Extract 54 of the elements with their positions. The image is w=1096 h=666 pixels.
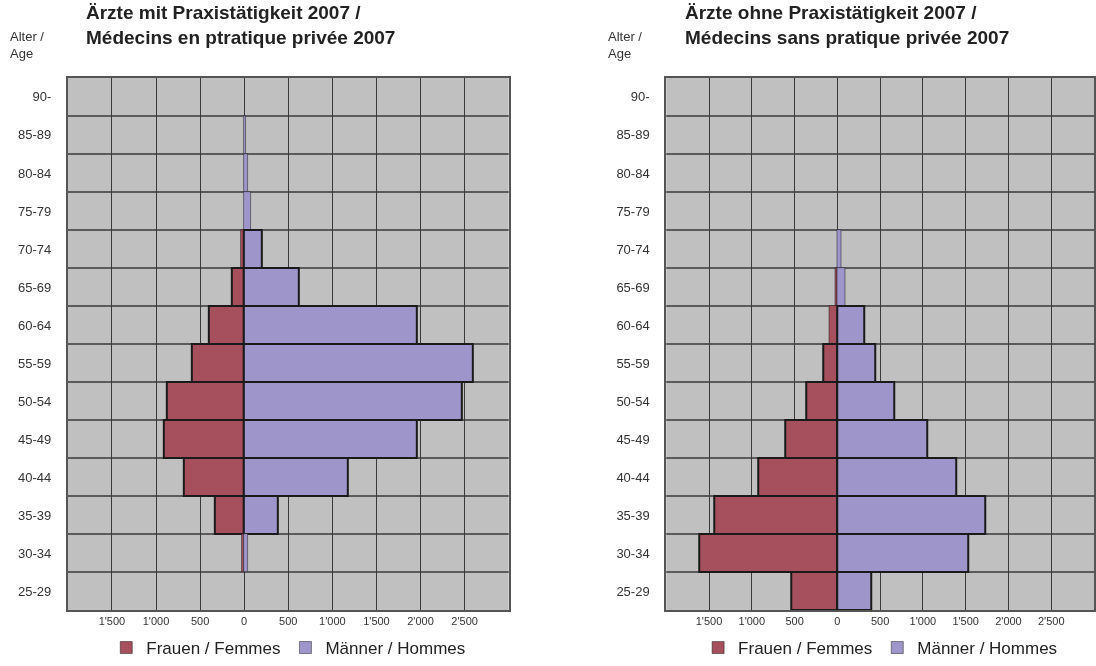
y-tick-label: 60-64 bbox=[616, 317, 650, 333]
x-tick-label: 1'000 bbox=[142, 615, 170, 628]
legend-label: Frauen / Femmes bbox=[146, 639, 281, 659]
y-tick-label: 45-49 bbox=[616, 431, 650, 447]
y-tick-label: 70-74 bbox=[17, 241, 52, 257]
x-tick-label: 500 bbox=[785, 615, 804, 628]
chart-title: Ärzte ohne Praxistätigkeit 2007 / Médecins sans pratique privée 2007 bbox=[685, 2, 1010, 48]
y-tick-label: 70-74 bbox=[616, 241, 650, 257]
y-axis-title: Alter / Age bbox=[608, 29, 643, 61]
y-tick-label: 85-89 bbox=[616, 127, 650, 143]
y-tick-label: 55-59 bbox=[17, 355, 52, 371]
x-tick-label: 2'000 bbox=[407, 615, 434, 628]
y-tick-label: 90- bbox=[32, 89, 52, 105]
y-tick-label: 80-84 bbox=[17, 165, 52, 181]
y-tick-label: 30-34 bbox=[616, 545, 650, 561]
y-tick-label: 65-69 bbox=[616, 279, 650, 295]
x-tick-label: 1'500 bbox=[695, 615, 723, 628]
x-tick-label: 2'500 bbox=[451, 615, 478, 628]
y-tick-label: 85-89 bbox=[17, 127, 52, 143]
x-tick-label: 1'000 bbox=[319, 615, 346, 628]
x-tick-label: 1'000 bbox=[909, 615, 937, 628]
y-tick-label: 50-54 bbox=[616, 393, 650, 409]
y-tick-label: 65-69 bbox=[17, 279, 52, 295]
legend-label: Frauen / Femmes bbox=[738, 639, 873, 659]
y-tick-label: 50-54 bbox=[17, 393, 52, 409]
y-tick-label: 25-29 bbox=[616, 583, 650, 599]
y-tick-label: 55-59 bbox=[616, 355, 650, 371]
y-tick-label: 40-44 bbox=[17, 469, 52, 485]
y-tick-label: 45-49 bbox=[17, 431, 52, 447]
y-tick-label: 75-79 bbox=[17, 203, 52, 219]
y-tick-label: 30-34 bbox=[17, 545, 52, 561]
x-tick-label: 500 bbox=[279, 615, 298, 628]
x-tick-label: 1'000 bbox=[738, 615, 766, 628]
y-axis-title: Alter / Age bbox=[10, 29, 45, 61]
x-tick-label: 0 bbox=[241, 615, 248, 628]
chart-title: Ärzte mit Praxistätigkeit 2007 / Médecins en ptratique privée 2007 bbox=[86, 2, 396, 48]
x-tick-label: 1'500 bbox=[363, 615, 390, 628]
x-tick-label: 500 bbox=[190, 615, 210, 628]
x-tick-label: 1'500 bbox=[98, 615, 126, 628]
x-tick-label: 2'500 bbox=[1037, 615, 1065, 628]
y-tick-label: 40-44 bbox=[616, 469, 650, 485]
x-tick-label: 1'500 bbox=[952, 615, 979, 628]
legend-label: Männer / Hommes bbox=[917, 639, 1058, 659]
y-tick-label: 35-39 bbox=[616, 507, 650, 523]
y-tick-label: 25-29 bbox=[17, 583, 52, 599]
legend-label: Männer / Hommes bbox=[325, 639, 466, 659]
y-tick-label: 35-39 bbox=[17, 507, 52, 523]
x-tick-label: 2'000 bbox=[995, 615, 1022, 628]
x-tick-label: 500 bbox=[870, 615, 890, 628]
x-tick-label: 0 bbox=[834, 615, 841, 628]
y-tick-label: 90- bbox=[630, 89, 650, 105]
y-tick-label: 75-79 bbox=[616, 203, 650, 219]
y-tick-label: 60-64 bbox=[17, 317, 52, 333]
y-tick-label: 80-84 bbox=[616, 165, 650, 181]
